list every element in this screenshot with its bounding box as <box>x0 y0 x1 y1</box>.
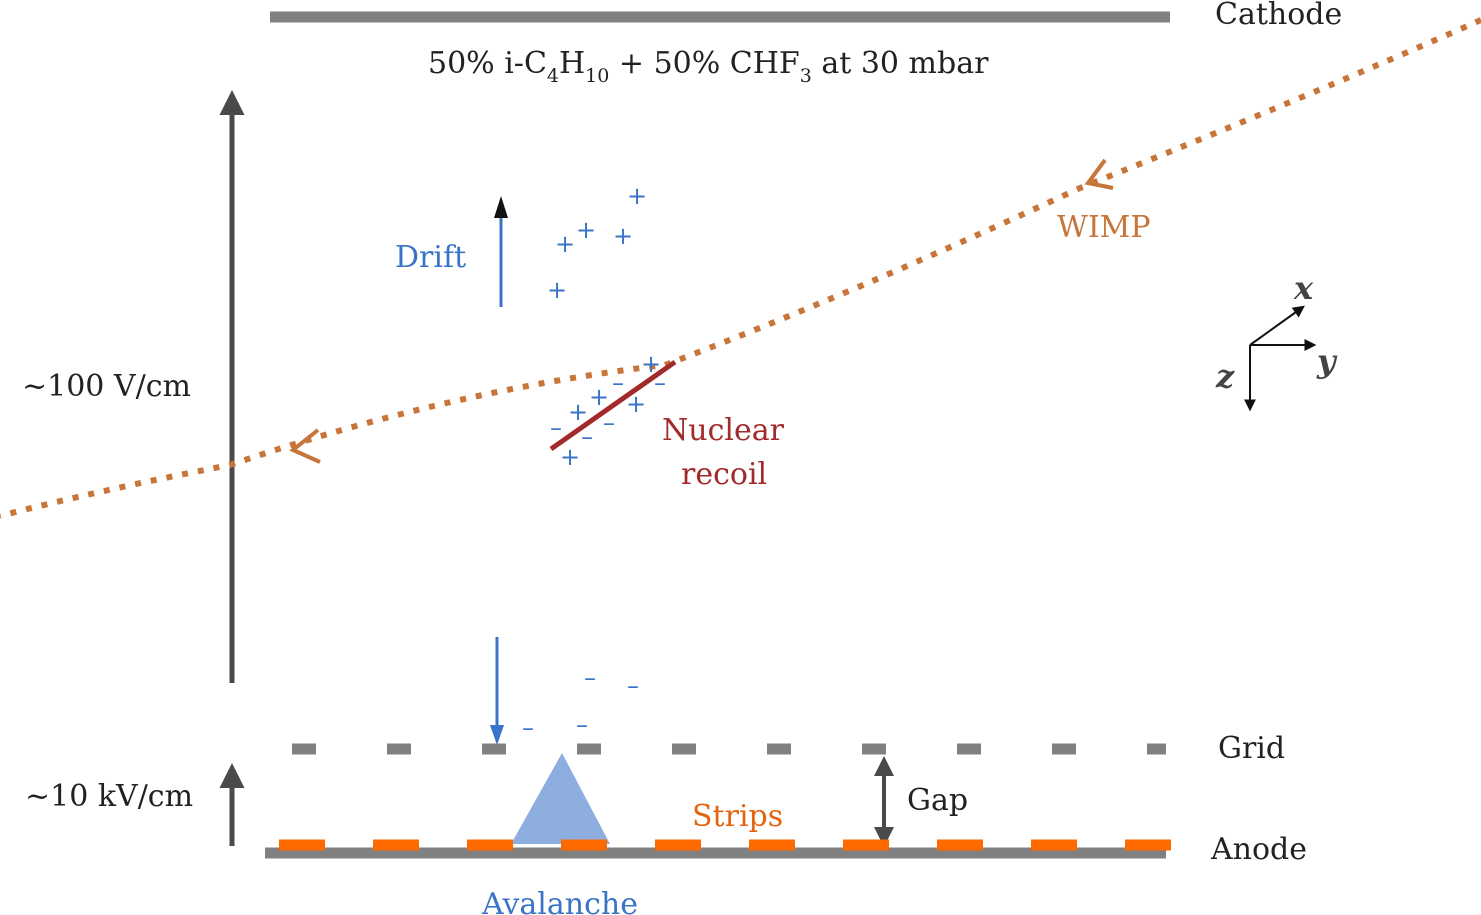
ion-plus: + <box>547 276 567 304</box>
amplification-field-label: ~10 kV/cm <box>25 779 193 814</box>
recoil-plus: + <box>626 390 646 418</box>
recoil-minus: – <box>550 414 562 442</box>
ion-plus: + <box>627 182 647 210</box>
avalanche-cone <box>511 753 610 844</box>
strips-label: Strips <box>692 799 783 834</box>
axis-x-label: x <box>1293 269 1314 307</box>
ion-plus: + <box>613 222 633 250</box>
axis-y-label: y <box>1316 342 1338 380</box>
wimp-direction-chevron-upper <box>1084 158 1114 190</box>
electron-minus: – <box>522 714 534 742</box>
electron-minus: – <box>576 711 588 739</box>
electron-drift-arrowhead <box>490 725 504 745</box>
gap-label: Gap <box>907 783 968 818</box>
recoil-minus: – <box>612 369 624 397</box>
electron-minus: – <box>627 672 639 700</box>
cathode-label: Cathode <box>1215 0 1342 32</box>
recoil-minus: – <box>603 409 615 437</box>
drift-label: Drift <box>395 240 466 275</box>
wimp-direction-chevron-lower <box>289 428 321 464</box>
anode-label: Anode <box>1210 832 1307 867</box>
ion-plus: + <box>555 230 575 258</box>
drift-field-label: ~100 V/cm <box>22 369 191 404</box>
nuclear-recoil-label-line1: Nuclear <box>662 413 785 448</box>
electron-minus: – <box>584 664 596 692</box>
wimp-trajectory <box>0 17 1481 519</box>
recoil-minus: – <box>581 423 593 451</box>
axis-z-label: z <box>1215 357 1235 395</box>
recoil-minus: – <box>654 369 666 397</box>
avalanche-label: Avalanche <box>481 887 638 915</box>
axis-x-arrow <box>1249 305 1305 346</box>
recoil-plus: + <box>589 383 609 411</box>
ion-plus: + <box>576 216 596 244</box>
gas-composition-label: 50% i-C4H10 + 50% CHF3 at 30 mbar <box>428 46 989 87</box>
grid-label: Grid <box>1218 731 1285 766</box>
nuclear-recoil-track <box>549 359 677 452</box>
wimp-label: WIMP <box>1057 210 1151 245</box>
ion-drift-arrowhead <box>494 196 508 218</box>
recoil-plus: + <box>560 443 580 471</box>
recoil-plus: + <box>568 398 588 426</box>
nuclear-recoil-label-line2: recoil <box>681 457 767 492</box>
recoil-plus: + <box>641 350 661 378</box>
